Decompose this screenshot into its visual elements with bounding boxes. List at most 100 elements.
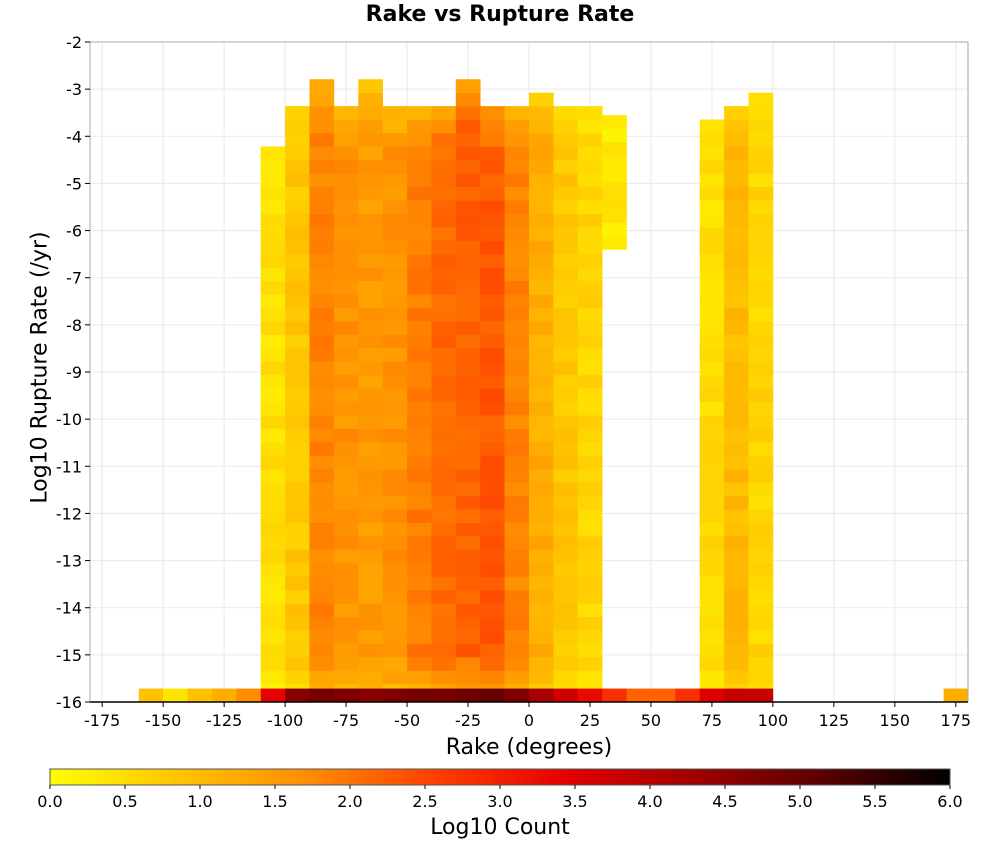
heatmap-cell — [504, 240, 530, 255]
heatmap-cell — [699, 536, 725, 550]
heatmap-cell — [748, 321, 774, 335]
heatmap-cell — [748, 442, 774, 456]
heatmap-cell — [504, 227, 530, 241]
heatmap-cell — [382, 321, 408, 335]
heatmap-cell — [724, 415, 749, 429]
colorbar-tick-label: 4.5 — [712, 792, 737, 811]
heatmap-cell — [724, 522, 749, 537]
heatmap-cell — [431, 522, 457, 537]
heatmap-cell — [455, 455, 481, 470]
heatmap-cell — [455, 442, 481, 456]
heatmap-cell — [431, 415, 457, 429]
heatmap-cell — [480, 616, 505, 631]
heatmap-cell-bottom-row — [382, 688, 408, 702]
heatmap-cell — [358, 240, 383, 255]
heatmap-cell — [309, 415, 335, 429]
heatmap-cell — [724, 347, 749, 362]
heatmap-cell — [260, 589, 286, 604]
heatmap-cell — [260, 482, 286, 497]
colorbar-tick-label: 3.5 — [562, 792, 587, 811]
x-tick-label: -175 — [84, 711, 120, 730]
colorbar-label: Log10 Count — [430, 815, 570, 840]
heatmap-cell — [382, 576, 408, 591]
heatmap-cell — [431, 670, 457, 685]
heatmap-cell — [260, 186, 286, 201]
heatmap-cell — [382, 106, 408, 120]
heatmap-cell — [553, 240, 579, 255]
heatmap-cell-bottom-row — [455, 688, 481, 702]
heatmap-cell — [407, 294, 432, 308]
heatmap-cell — [382, 146, 408, 161]
heatmap-cell — [504, 428, 530, 443]
heatmap-cell — [529, 280, 554, 295]
heatmap-cell — [480, 509, 505, 523]
heatmap-cell — [724, 159, 749, 174]
heatmap-cell — [699, 455, 725, 470]
heatmap-cell — [333, 227, 359, 241]
heatmap-cell — [577, 173, 603, 188]
heatmap-cell — [455, 79, 481, 93]
heatmap-cell — [333, 253, 359, 268]
heatmap-cell — [480, 576, 505, 591]
heatmap-cell — [577, 213, 603, 228]
heatmap-cell — [602, 115, 627, 129]
heatmap-cell — [333, 576, 359, 591]
heatmap-cell — [724, 321, 749, 335]
heatmap-cell — [480, 670, 505, 685]
heatmap-cell — [431, 576, 457, 591]
heatmap-cell — [553, 468, 579, 483]
heatmap-cell — [333, 186, 359, 201]
heatmap-cell — [748, 536, 774, 550]
heatmap-cell — [480, 186, 505, 201]
heatmap-cell — [309, 643, 335, 658]
heatmap-cell — [260, 562, 286, 577]
heatmap-cell — [260, 347, 286, 362]
heatmap-cell — [577, 374, 603, 389]
heatmap-cell — [358, 576, 383, 591]
heatmap-cell — [260, 536, 286, 550]
heatmap-cell — [553, 576, 579, 591]
heatmap-cell — [260, 495, 286, 510]
heatmap-cell — [382, 630, 408, 644]
heatmap-cell — [431, 106, 457, 120]
heatmap-cell — [699, 522, 725, 537]
heatmap-cell — [285, 361, 310, 376]
heatmap-cell — [699, 347, 725, 362]
heatmap-cell — [431, 334, 457, 349]
heatmap-cell — [529, 159, 554, 174]
heatmap-cell — [480, 630, 505, 644]
heatmap-cell — [553, 388, 579, 402]
heatmap-cell — [748, 173, 774, 188]
heatmap-cell — [260, 388, 286, 402]
heatmap-cell — [407, 200, 432, 214]
heatmap-cell — [553, 361, 579, 376]
heatmap-cell — [285, 549, 310, 564]
heatmap-cell — [431, 213, 457, 228]
heatmap-cell — [260, 509, 286, 523]
heatmap-cell — [285, 603, 310, 617]
heatmap-cell — [285, 119, 310, 134]
heatmap-cell-bottom-row — [285, 688, 310, 702]
heatmap-cell — [407, 361, 432, 376]
heatmap-cell — [455, 509, 481, 523]
heatmap-cell — [260, 643, 286, 658]
heatmap-cell — [455, 549, 481, 564]
heatmap-cell — [529, 334, 554, 349]
heatmap-cell — [699, 428, 725, 443]
heatmap-cell — [699, 159, 725, 174]
heatmap-cell — [358, 267, 383, 282]
heatmap-cell — [333, 173, 359, 188]
heatmap-cell — [748, 630, 774, 644]
heatmap-cell — [553, 616, 579, 631]
heatmap-cell — [724, 630, 749, 644]
x-tick-label: -75 — [333, 711, 359, 730]
heatmap-cell — [285, 401, 310, 416]
heatmap-cell — [480, 401, 505, 416]
heatmap-cell — [455, 428, 481, 443]
heatmap-cell — [309, 509, 335, 523]
heatmap-cell — [333, 656, 359, 671]
heatmap-cell — [699, 495, 725, 510]
heatmap-cell — [724, 670, 749, 685]
heatmap-cell — [577, 186, 603, 201]
heatmap-cell — [748, 495, 774, 510]
